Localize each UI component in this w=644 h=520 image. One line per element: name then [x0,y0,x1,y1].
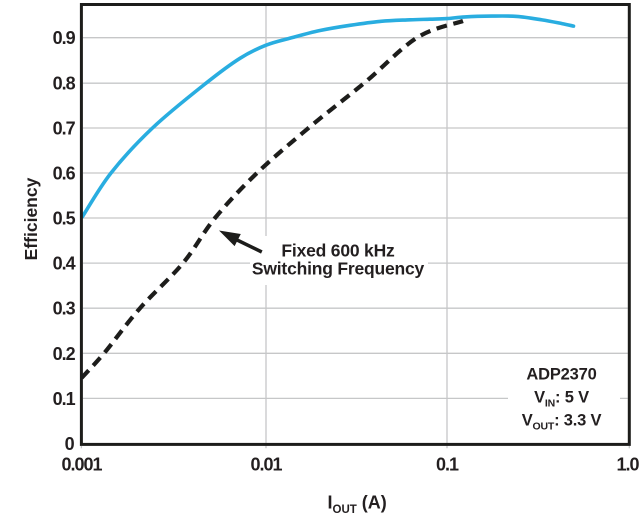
svg-text:0.1: 0.1 [436,455,459,475]
svg-text:0.5: 0.5 [53,209,76,229]
svg-text:0.001: 0.001 [61,455,102,475]
svg-text:0.01: 0.01 [250,455,282,475]
svg-text:0.1: 0.1 [53,389,76,409]
svg-text:Switching Frequency: Switching Frequency [252,259,425,279]
svg-text:0: 0 [65,434,75,454]
svg-text:ADP2370: ADP2370 [526,366,596,384]
svg-text:0.4: 0.4 [53,254,76,274]
svg-text:VIN: 5 V: VIN: 5 V [534,389,589,410]
svg-text:1.0: 1.0 [616,455,639,475]
svg-text:0.9: 0.9 [53,28,76,48]
svg-text:0.8: 0.8 [53,74,76,94]
svg-text:0.7: 0.7 [53,119,76,139]
svg-text:Efficiency: Efficiency [21,177,41,260]
svg-text:Fixed 600 kHz: Fixed 600 kHz [281,241,395,261]
svg-text:0.2: 0.2 [53,344,76,364]
svg-text:0.3: 0.3 [53,299,76,319]
svg-text:0.6: 0.6 [53,164,76,184]
